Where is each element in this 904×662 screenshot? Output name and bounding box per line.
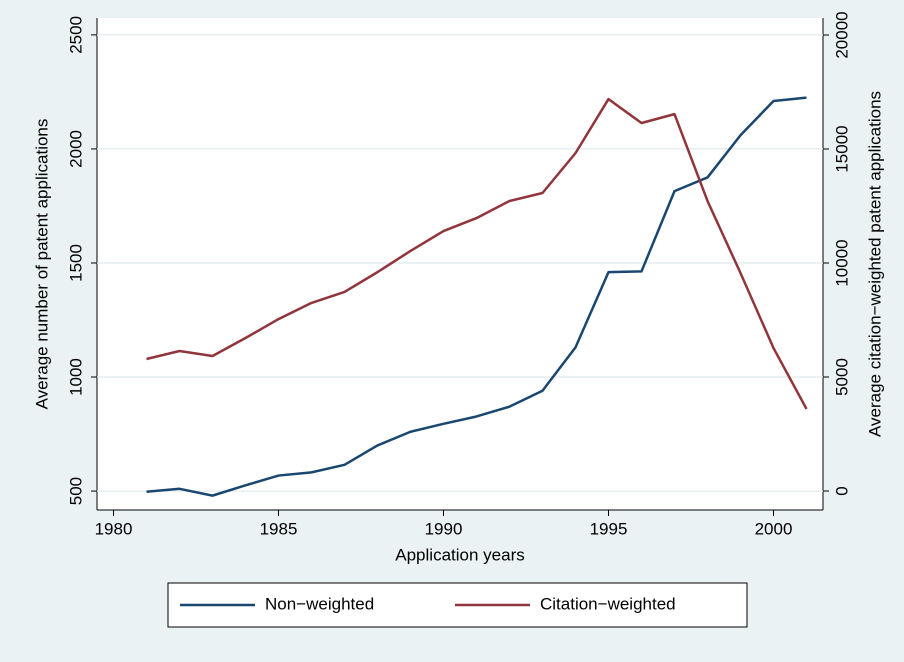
x-tick-label: 1985 xyxy=(260,519,298,538)
y2-tick-label: 15000 xyxy=(832,125,851,172)
y-tick-label: 1000 xyxy=(66,358,85,396)
legend-label: Citation−weighted xyxy=(540,594,676,613)
x-tick-label: 2000 xyxy=(755,519,793,538)
legend-label: Non−weighted xyxy=(265,594,374,613)
y2-tick-label: 0 xyxy=(832,486,851,495)
y-tick-label: 2000 xyxy=(66,130,85,168)
y-axis-title: Average number of patent applications xyxy=(32,119,51,410)
y2-tick-label: 20000 xyxy=(832,11,851,58)
x-tick-label: 1990 xyxy=(425,519,463,538)
series-line xyxy=(146,96,807,497)
series-line xyxy=(146,97,808,410)
y2-tick-label: 5000 xyxy=(832,358,851,396)
y-tick-label: 500 xyxy=(66,477,85,505)
y2-tick-label: 10000 xyxy=(832,239,851,286)
y2-axis-title: Average citation−weighted patent applica… xyxy=(865,91,884,437)
x-tick-label: 1995 xyxy=(590,519,628,538)
x-axis-title: Application years xyxy=(395,545,524,564)
plot-area xyxy=(97,18,823,510)
y-tick-label: 1500 xyxy=(66,244,85,282)
x-tick-label: 1980 xyxy=(95,519,133,538)
y-tick-label: 2500 xyxy=(66,16,85,54)
